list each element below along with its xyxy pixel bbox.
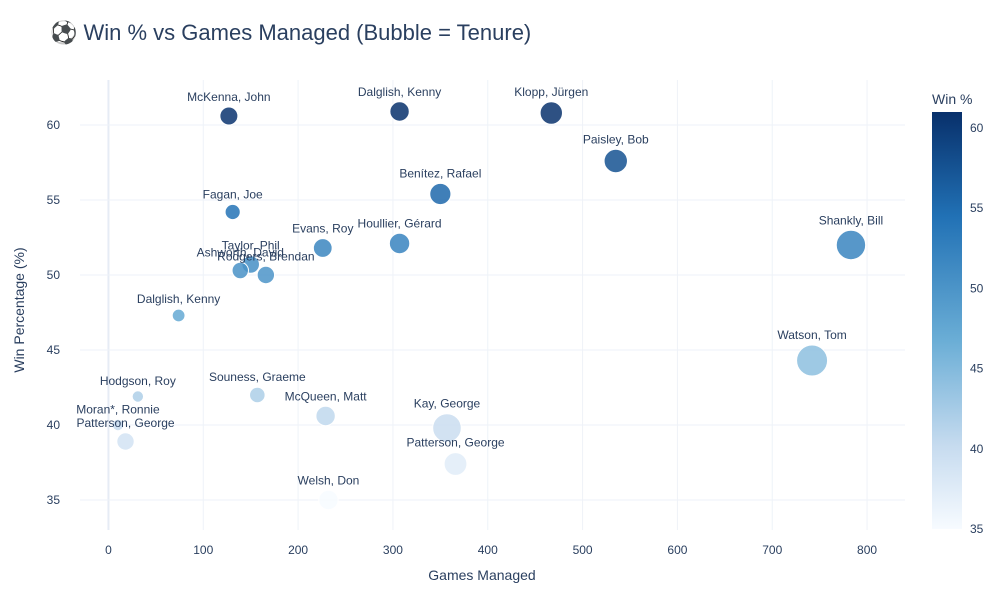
point-labels: McKenna, John Dalglish, Kenny Klopp, Jürge…	[76, 85, 883, 487]
data-points	[111, 101, 867, 511]
data-point	[389, 101, 410, 122]
colorbar-tick-label: 40	[970, 442, 984, 456]
point-label: Hodgson, Roy	[100, 374, 176, 388]
y-tick-label: 45	[47, 343, 61, 357]
y-tick-label: 60	[47, 118, 61, 132]
y-tick-label: 55	[47, 193, 61, 207]
colorbar-tick-label: 50	[970, 281, 984, 295]
data-point	[603, 148, 628, 174]
data-point	[224, 203, 241, 221]
data-point	[312, 238, 333, 258]
colorbar-tick-label: 55	[970, 201, 984, 215]
data-point	[835, 229, 867, 261]
x-tick-label: 100	[193, 543, 213, 557]
point-label: Evans, Roy	[292, 222, 353, 236]
chart-title: ⚽ Win % vs Games Managed (Bubble = Tenur…	[49, 20, 531, 45]
grid	[80, 80, 905, 530]
point-label: Patterson, George	[406, 436, 504, 450]
data-point	[432, 413, 462, 443]
data-point	[318, 489, 339, 511]
data-point	[116, 432, 135, 451]
colorbar-tick-label: 45	[970, 362, 984, 376]
colorbar-tick-label: 35	[970, 522, 984, 536]
data-point	[388, 232, 411, 255]
data-point	[315, 405, 336, 427]
x-tick-label: 800	[857, 543, 877, 557]
point-label: Shankly, Bill	[819, 213, 883, 227]
point-label: Souness, Graeme	[209, 370, 306, 384]
x-tick-label: 700	[762, 543, 782, 557]
point-label: Houllier, Gérard	[358, 216, 442, 230]
data-point	[249, 386, 266, 404]
y-axis-title: Win Percentage (%)	[11, 247, 27, 372]
colorbar-title: Win %	[932, 91, 972, 107]
x-tick-label: 200	[288, 543, 308, 557]
data-point	[429, 182, 452, 206]
point-label: Taylor, Phil	[222, 239, 280, 253]
colorbar: Win % 35 40 45 50 55 60	[932, 91, 984, 536]
point-label: Paisley, Bob	[583, 132, 649, 146]
x-tick-label: 300	[383, 543, 403, 557]
point-label: Dalglish, Kenny	[137, 292, 220, 306]
y-tick-label: 40	[47, 418, 61, 432]
x-tick-label: 600	[667, 543, 687, 557]
point-label: Welsh, Don	[298, 473, 360, 487]
point-label: Patterson, George	[76, 416, 174, 430]
data-point	[443, 452, 468, 476]
data-point	[539, 101, 563, 125]
data-point	[256, 265, 276, 285]
point-label: Ashworth, David	[197, 245, 284, 259]
point-label: Klopp, Jürgen	[514, 85, 588, 99]
point-label: Dalglish, Kenny	[358, 85, 441, 99]
point-label: Rodgers, Brendan	[217, 249, 314, 263]
point-label: Kay, George	[414, 397, 481, 411]
tick-labels: 0 100 200 300 400 500 600 700 800 35 40 45 50 55 60	[47, 118, 878, 557]
y-tick-label: 35	[47, 493, 61, 507]
colorbar-ticks: 35 40 45 50 55 60	[970, 121, 984, 536]
data-point	[231, 261, 249, 280]
data-point	[111, 418, 125, 432]
x-tick-label: 400	[478, 543, 498, 557]
x-tick-label: 500	[573, 543, 593, 557]
data-point	[131, 390, 145, 403]
data-point	[796, 344, 829, 377]
point-label: Watson, Tom	[777, 328, 846, 342]
x-axis-title: Games Managed	[428, 567, 535, 583]
point-label: McQueen, Matt	[285, 389, 368, 403]
point-label: McKenna, John	[187, 90, 270, 104]
colorbar-tick-label: 60	[970, 121, 984, 135]
data-point	[171, 308, 186, 323]
y-tick-label: 50	[47, 268, 61, 282]
x-tick-label: 0	[105, 543, 112, 557]
point-label: Fagan, Joe	[203, 187, 263, 201]
point-label: Benítez, Rafael	[399, 166, 481, 180]
point-label: Moran*, Ronnie	[76, 402, 160, 416]
colorbar-gradient	[932, 112, 962, 529]
data-point	[219, 106, 239, 126]
